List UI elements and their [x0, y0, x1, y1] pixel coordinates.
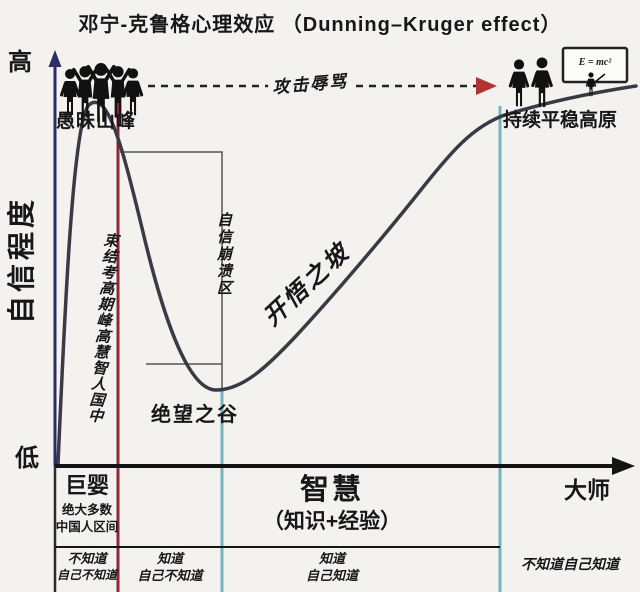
dashed-attack-arrow — [148, 77, 497, 95]
stage2-line2: 自己不知道 — [137, 568, 203, 583]
page-title: 邓宁-克鲁格心理效应 （Dunning–Kruger effect） — [78, 14, 562, 36]
y-axis-title: 自信程度 — [6, 196, 37, 325]
stage1-line1: 不知道 — [67, 551, 107, 566]
collapse-zone-label: 自信崩溃区 — [215, 212, 231, 297]
majority-note-line2: 中国人区间 — [55, 520, 119, 534]
stage2-line1: 知道 — [156, 551, 183, 566]
attack-arrowhead — [476, 77, 497, 95]
valley-label: 绝望之谷 — [151, 404, 239, 426]
majority-note: 绝大多数 中国人区间 — [55, 502, 119, 536]
y-axis-high-label: 高 — [8, 49, 32, 76]
stage1-line2: 自己不知道 — [56, 568, 117, 582]
x-segment-master: 大师 — [564, 477, 610, 503]
majority-note-line1: 绝大多数 — [61, 503, 112, 517]
x-axis-title: 智慧 — [299, 474, 364, 506]
x-axis-subtitle: （知识+经验） — [262, 510, 402, 533]
confidence-curve — [56, 84, 638, 466]
stage4-line1: 不知道自己知道 — [521, 558, 619, 573]
right-arrow-axis — [55, 457, 635, 475]
up-arrow-axis — [48, 50, 62, 466]
teacher-icon — [585, 71, 606, 98]
stage3-line2: 自己知道 — [305, 568, 358, 583]
y-axis-low-label: 低 — [15, 445, 39, 472]
plateau-label: 持续平稳高原 — [503, 110, 618, 131]
x-segment-baby: 巨婴 — [64, 473, 109, 498]
collapse-zone-bracket — [120, 151, 223, 390]
board-formula: E = mc² — [578, 57, 612, 68]
peak-label: 愚昧山峰 — [56, 111, 137, 132]
walking-people-icon — [508, 55, 553, 109]
stage3-line1: 知道 — [318, 551, 345, 566]
